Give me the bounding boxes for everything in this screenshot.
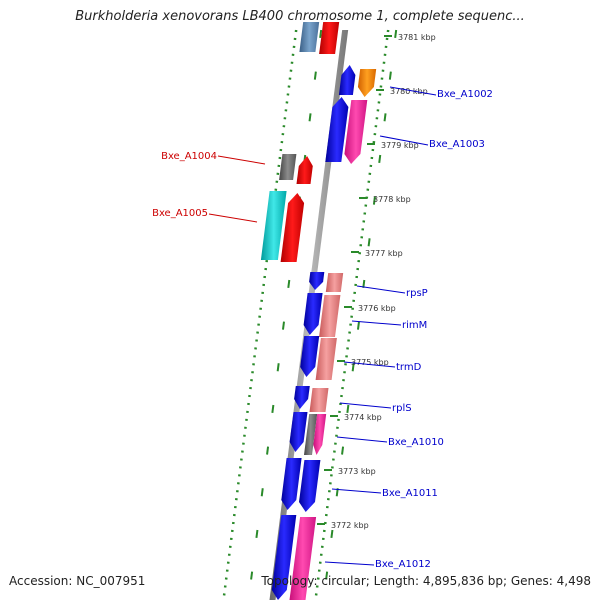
gene-feature-13[interactable] xyxy=(319,295,341,337)
gene-feature-17[interactable] xyxy=(309,388,329,412)
ruler-label: 3776 kbp xyxy=(358,304,396,313)
gene-label-bxe_a1012[interactable]: Bxe_A1012 xyxy=(375,559,431,570)
gene-labels: Bxe_A1004 Bxe_A1005 Bxe_A1002 Bxe_A1003 rpsP… xyxy=(152,86,493,570)
gene-label-trmd[interactable]: trmD xyxy=(396,362,422,373)
gene-feature-19[interactable] xyxy=(304,414,318,455)
gene-feature-18[interactable] xyxy=(289,412,308,452)
gene-features xyxy=(260,22,377,600)
leader-line xyxy=(339,402,392,409)
gene-feature-12[interactable] xyxy=(303,293,323,335)
leader-line xyxy=(208,213,258,223)
ruler-label: 3774 kbp xyxy=(344,413,382,422)
gene-feature-8[interactable] xyxy=(260,191,287,260)
ruler-label: 3777 kbp xyxy=(365,249,403,258)
map-title: Burkholderia xenovorans LB400 chromosome… xyxy=(75,9,525,24)
gene-feature-23[interactable] xyxy=(271,515,297,600)
gene-feature-10[interactable] xyxy=(309,272,325,290)
gene-feature-7[interactable] xyxy=(296,156,313,184)
accession-text: Accession: NC_007951 xyxy=(9,574,146,588)
gene-label-bxe_a1005[interactable]: Bxe_A1005 xyxy=(152,208,208,219)
gene-feature-16[interactable] xyxy=(294,386,310,409)
gene-label-bxe_a1004[interactable]: Bxe_A1004 xyxy=(161,151,217,162)
gene-label-bxe_a1011[interactable]: Bxe_A1011 xyxy=(382,488,438,499)
gene-label-rimm[interactable]: rimM xyxy=(402,320,427,331)
leader-line xyxy=(331,488,382,494)
gene-feature-9[interactable] xyxy=(280,193,305,262)
gene-label-rpls[interactable]: rplS xyxy=(392,403,412,414)
ruler-label: 3775 kbp xyxy=(351,358,389,367)
gene-label-rpsp[interactable]: rpsP xyxy=(406,288,428,299)
kbp-ruler: 3781 kbp 3780 kbp 3779 kbp 3778 kbp 3777 kbp… xyxy=(317,33,436,530)
gene-feature-1[interactable] xyxy=(319,22,340,54)
leader-line xyxy=(379,135,429,146)
gene-feature-2[interactable] xyxy=(338,65,356,95)
leader-line xyxy=(351,320,402,326)
ruler-label: 3778 kbp xyxy=(373,195,411,204)
ruler-label: 3772 kbp xyxy=(331,521,369,530)
gene-feature-5[interactable] xyxy=(344,100,368,164)
gene-label-bxe_a1003[interactable]: Bxe_A1003 xyxy=(429,139,485,150)
ruler-label: 3773 kbp xyxy=(338,467,376,476)
gene-label-bxe_a1010[interactable]: Bxe_A1010 xyxy=(388,437,444,448)
ruler-label: 3780 kbp xyxy=(390,87,428,96)
gene-feature-11[interactable] xyxy=(325,273,344,292)
gene-label-bxe_a1002[interactable]: Bxe_A1002 xyxy=(437,89,493,100)
ruler-label: 3779 kbp xyxy=(381,141,419,150)
gene-feature-22[interactable] xyxy=(299,460,321,512)
leader-line xyxy=(217,155,266,165)
gene-feature-4[interactable] xyxy=(325,97,349,162)
gene-feature-0[interactable] xyxy=(299,22,320,52)
gene-feature-20[interactable] xyxy=(313,414,327,455)
topology-text: Topology: circular; Length: 4,895,836 bp… xyxy=(261,574,591,588)
leader-line xyxy=(356,285,406,294)
leader-line xyxy=(389,86,437,96)
gene-feature-3[interactable] xyxy=(357,69,377,97)
gene-feature-14[interactable] xyxy=(300,336,320,377)
gene-feature-24[interactable] xyxy=(289,517,317,600)
ruler-label: 3781 kbp xyxy=(398,33,436,42)
gene-feature-6[interactable] xyxy=(279,154,297,180)
leader-line xyxy=(324,561,375,566)
leader-line xyxy=(336,436,388,443)
gene-feature-15[interactable] xyxy=(315,338,337,380)
gene-feature-21[interactable] xyxy=(281,458,302,510)
leader-line xyxy=(343,361,396,368)
